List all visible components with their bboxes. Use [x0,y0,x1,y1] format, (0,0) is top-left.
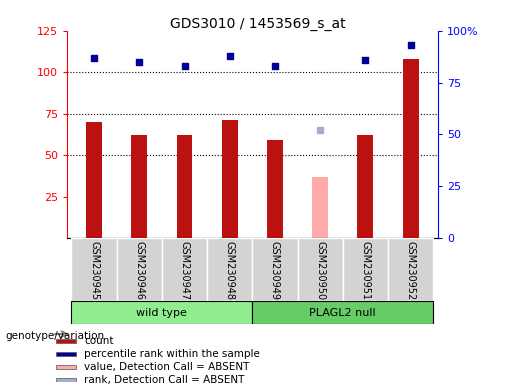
Bar [72,301,252,324]
Text: percentile rank within the sample: percentile rank within the sample [84,349,260,359]
Bar [312,177,328,238]
Bar [117,238,162,301]
Text: GSM230947: GSM230947 [180,241,190,300]
Bar [298,238,343,301]
Bar [162,238,207,301]
Bar [177,135,193,238]
Bar [252,301,433,324]
Bar [388,238,433,301]
Text: GSM230945: GSM230945 [89,241,99,300]
Point [316,127,324,133]
Point [406,42,415,48]
Text: genotype/variation: genotype/variation [5,331,104,341]
Point [180,63,188,69]
Text: GSM230951: GSM230951 [360,241,370,300]
Point [362,57,370,63]
Text: value, Detection Call = ABSENT: value, Detection Call = ABSENT [84,362,250,372]
Text: GSM230946: GSM230946 [134,241,144,300]
Text: rank, Detection Call = ABSENT: rank, Detection Call = ABSENT [84,375,245,384]
Bar [252,238,298,301]
Bar [343,238,388,301]
Text: PLAGL2 null: PLAGL2 null [310,308,376,318]
Point [271,63,279,69]
Bar [56,378,76,382]
Bar [86,122,102,238]
Point [226,53,234,59]
Bar [131,135,147,238]
Point [135,59,143,65]
Bar [72,238,117,301]
Text: GSM230948: GSM230948 [225,241,235,300]
Text: GSM230949: GSM230949 [270,241,280,300]
Text: GDS3010 / 1453569_s_at: GDS3010 / 1453569_s_at [169,17,346,31]
Bar [357,135,373,238]
Bar [207,238,252,301]
Bar [56,339,76,343]
Bar [222,120,237,238]
Text: GSM230952: GSM230952 [406,241,416,301]
Text: GSM230950: GSM230950 [315,241,325,300]
Text: count: count [84,336,114,346]
Bar [56,365,76,369]
Bar [56,352,76,356]
Bar [267,140,283,238]
Bar [403,59,419,238]
Point [90,55,98,61]
Text: wild type: wild type [136,308,187,318]
